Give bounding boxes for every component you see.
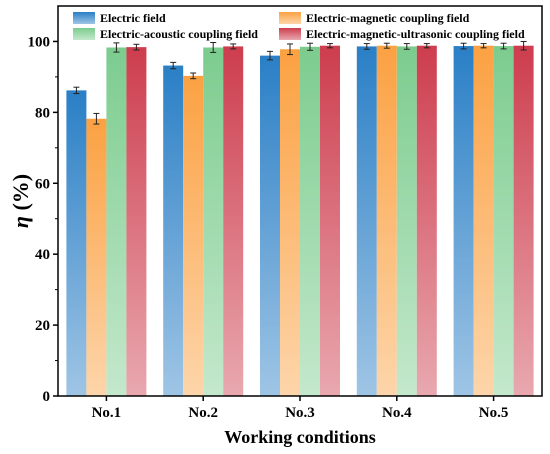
legend-swatch (279, 12, 301, 24)
errorbar-No5-series-2 (480, 43, 487, 49)
bar-No4-series-3 (396, 46, 417, 396)
bar-No5-series-3 (493, 46, 514, 397)
legend-swatch (73, 12, 95, 24)
bar-No2-series-4 (223, 46, 244, 396)
x-tick-label: No.1 (92, 405, 122, 421)
bar-No3-series-1 (260, 55, 280, 397)
x-axis-title: Working conditions (224, 427, 376, 447)
legend-label: Electric-magnetic coupling field (306, 11, 470, 25)
bar-No1-series-1 (66, 90, 87, 396)
errorbar-No1-series-3 (113, 42, 120, 53)
errorbar-No3-series-3 (307, 42, 313, 51)
x-tick-label: No.4 (382, 405, 412, 421)
bar-No5-series-1 (453, 46, 474, 397)
bar-No3-series-2 (280, 49, 300, 396)
legend-item-3: Electric-acoustic coupling field (73, 27, 258, 41)
errorbar-No4-series-2 (383, 42, 390, 49)
y-axis-ticks: 0 20 40 60 80 100 (28, 34, 58, 405)
errorbar-No5-series-4 (520, 40, 527, 51)
bar-No3-series-4 (320, 45, 340, 396)
errorbar-No3-series-2 (287, 43, 293, 56)
bar-No4-series-2 (376, 45, 397, 396)
legend: Electric field Electric-magnetic coupling… (73, 11, 525, 41)
legend-label: Electric field (100, 11, 166, 25)
bar-No1-series-2 (86, 118, 107, 396)
x-tick-label: No.2 (188, 405, 218, 421)
legend-label: Electric-acoustic coupling field (100, 27, 258, 41)
bar-No1-series-3 (106, 47, 127, 397)
x-tick-label: No.3 (285, 405, 315, 421)
errorbar-No2-series-2 (190, 72, 197, 80)
errorbar-No3-series-1 (267, 50, 273, 61)
errorbar-No4-series-4 (423, 43, 430, 49)
bar-No2-series-1 (163, 65, 184, 397)
errorbar-No1-series-1 (73, 86, 80, 95)
errorbar-No4-series-1 (363, 43, 370, 50)
bar-No3-series-3 (300, 46, 320, 396)
bar-No5-series-4 (513, 45, 534, 396)
y-axis-title-unit: (%) (8, 174, 33, 216)
errorbar-No5-series-1 (460, 42, 467, 50)
y-axis-title-symbol: η (8, 216, 33, 228)
errorbar-No4-series-3 (403, 43, 410, 50)
bar-No2-series-2 (183, 75, 204, 396)
bars-layer (66, 45, 534, 397)
errorbar-No2-series-1 (170, 61, 177, 70)
x-axis-ticks: No.1 No.2 No.3 No.4 No.5 (92, 396, 509, 421)
legend-item-4: Electric-magnetic-ultrasonic coupling fi… (279, 27, 525, 41)
y-tick-label: 20 (35, 318, 50, 334)
legend-swatch (73, 28, 95, 40)
y-tick-label: 100 (28, 34, 51, 50)
errorbar-No2-series-3 (210, 42, 217, 53)
errorbar-No5-series-3 (500, 42, 507, 50)
errorbar-No1-series-2 (93, 112, 100, 125)
bar-No2-series-3 (203, 47, 224, 397)
bar-No5-series-2 (473, 45, 494, 396)
bar-No4-series-4 (416, 45, 437, 396)
y-tick-label: 0 (43, 389, 51, 405)
y-axis-title: η (%) (8, 174, 33, 228)
errorbar-No2-series-4 (230, 43, 237, 50)
legend-item-1: Electric field (73, 11, 166, 25)
legend-swatch (279, 28, 301, 40)
legend-label: Electric-magnetic-ultrasonic coupling fi… (306, 27, 525, 41)
x-tick-label: No.5 (479, 405, 509, 421)
y-tick-label: 40 (35, 247, 50, 263)
y-tick-label: 80 (35, 105, 50, 121)
legend-item-2: Electric-magnetic coupling field (279, 11, 470, 25)
errorbar-No3-series-4 (327, 43, 333, 49)
bar-No4-series-1 (356, 46, 377, 396)
errorbar-No1-series-4 (133, 43, 140, 51)
bar-No1-series-4 (126, 47, 147, 397)
y-tick-label: 60 (35, 176, 50, 192)
errorbars-layer (73, 40, 527, 125)
